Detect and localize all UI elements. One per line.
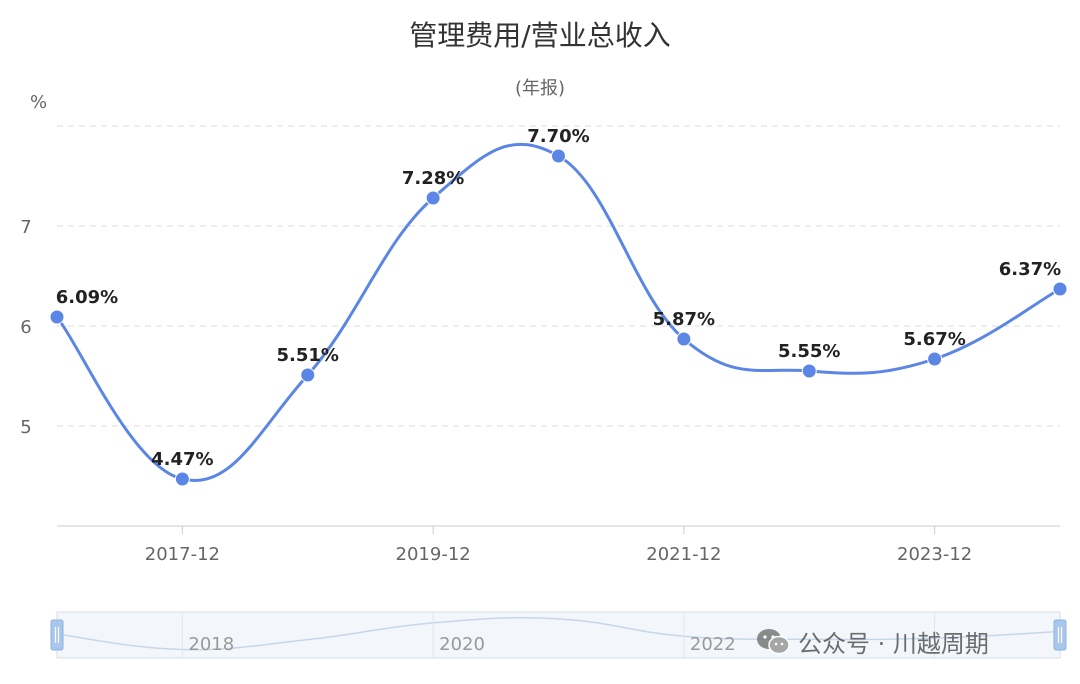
slider-label: 2022 <box>690 634 736 655</box>
x-tick-label: 2021-12 <box>646 544 721 565</box>
data-point[interactable] <box>425 190 441 206</box>
data-point[interactable] <box>801 363 817 379</box>
grid-lines <box>57 125 1060 427</box>
data-label: 5.87% <box>653 309 715 330</box>
watermark: 公众号 · 川越周期 <box>756 624 989 659</box>
data-points <box>49 148 1068 487</box>
data-label: 7.28% <box>402 168 464 189</box>
x-tick-label: 2023-12 <box>897 544 972 565</box>
slider-label: 2018 <box>188 634 234 655</box>
slider-track[interactable] <box>56 611 1061 659</box>
data-label: 7.70% <box>527 126 589 147</box>
data-point[interactable] <box>174 471 190 487</box>
watermark-text: 公众号 · 川越周期 <box>798 630 989 658</box>
data-point[interactable] <box>551 148 566 164</box>
chart-title: 管理费用/营业总收入 <box>409 19 671 52</box>
wechat-icon <box>757 628 790 654</box>
data-label: 5.51% <box>277 345 339 366</box>
x-tick-label: 2017-12 <box>145 544 220 565</box>
data-point[interactable] <box>927 351 943 367</box>
data-labels: 6.09% 4.47% 5.51% 7.28% 7.70% 5.87% 5.55% 5.67%… <box>56 126 1061 470</box>
data-point[interactable] <box>49 309 65 325</box>
slider-handle[interactable] <box>1053 619 1067 651</box>
data-point[interactable] <box>676 331 692 347</box>
slider-label: 2020 <box>439 634 485 655</box>
y-tick-label: 5 <box>20 417 31 438</box>
chart-subtitle: (年报) <box>514 78 566 99</box>
slider-handle[interactable] <box>50 619 64 651</box>
zoom-slider[interactable]: 2018 2020 2022 <box>50 611 1067 659</box>
y-axis-unit: % <box>30 92 48 113</box>
x-axis: 2017-12 2019-12 2021-12 2023-12 <box>57 525 1060 565</box>
y-tick-labels: 5 6 7 <box>20 217 31 438</box>
data-label: 4.47% <box>151 449 213 470</box>
data-label: 5.55% <box>778 341 840 362</box>
y-tick-label: 6 <box>20 317 31 338</box>
data-label: 6.37% <box>999 259 1061 280</box>
data-point[interactable] <box>300 367 316 383</box>
data-label: 6.09% <box>56 287 118 308</box>
x-tick-label: 2019-12 <box>396 544 471 565</box>
data-label: 5.67% <box>903 329 965 350</box>
series-line <box>55 142 1061 482</box>
data-point[interactable] <box>1052 281 1068 297</box>
slider-preview-line <box>56 617 1061 651</box>
y-tick-label: 7 <box>20 217 31 238</box>
